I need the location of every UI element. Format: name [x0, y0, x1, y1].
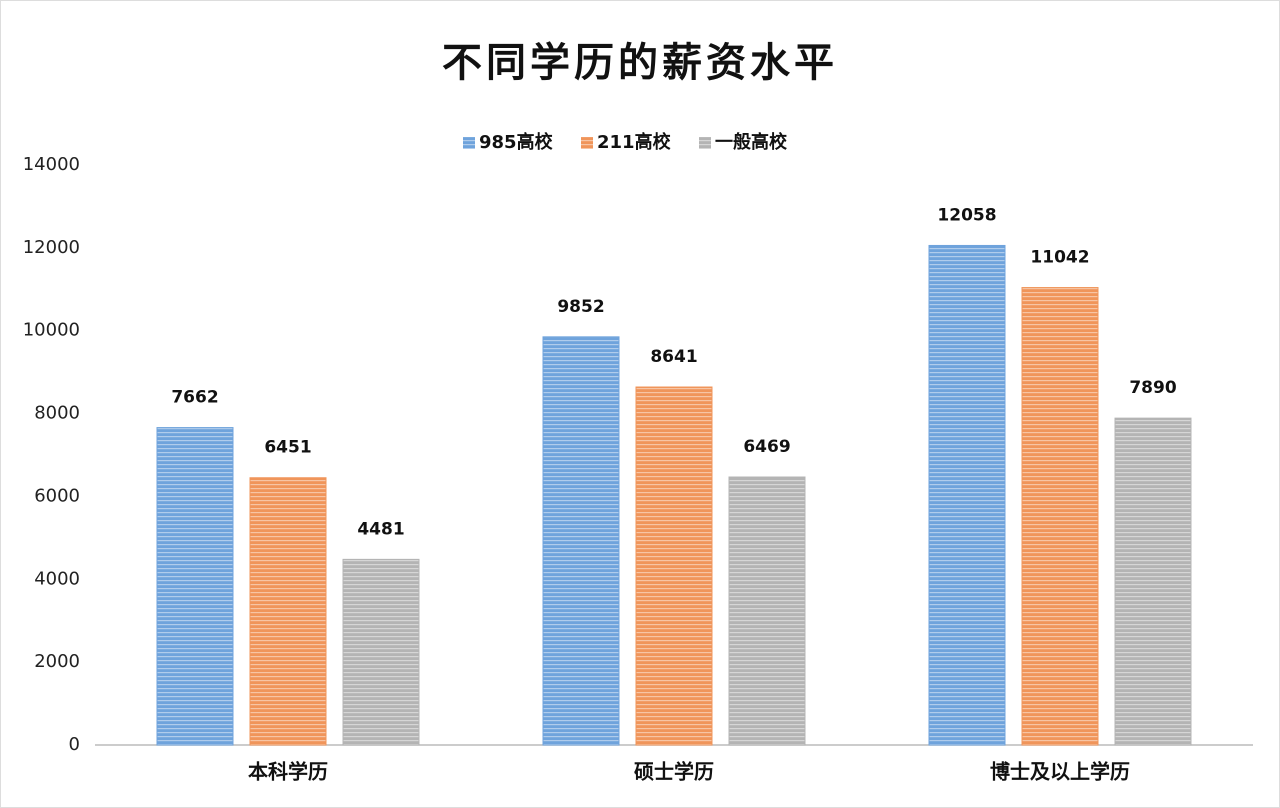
- legend-swatch: [463, 137, 475, 149]
- legend-label: 一般高校: [715, 131, 788, 153]
- value-label: 12058: [937, 205, 996, 225]
- y-tick-label: 4000: [34, 568, 80, 589]
- y-tick-label: 8000: [34, 403, 80, 424]
- bar: [1114, 417, 1192, 746]
- legend-label: 985高校: [479, 131, 554, 153]
- bar: [542, 336, 620, 746]
- x-tick-label: 硕士学历: [634, 760, 714, 784]
- value-label: 9852: [557, 297, 604, 317]
- value-label: 6451: [264, 438, 311, 458]
- y-tick-label: 6000: [34, 485, 80, 506]
- bar: [156, 427, 234, 746]
- chart-title: 不同学历的薪资水平: [442, 40, 838, 86]
- y-tick-label: 10000: [23, 320, 80, 341]
- value-label: 6469: [743, 437, 790, 457]
- y-tick-label: 0: [69, 734, 80, 755]
- y-tick-label: 14000: [23, 154, 80, 175]
- bar: [928, 244, 1006, 746]
- legend-label: 211高校: [597, 131, 672, 153]
- value-label: 11042: [1030, 248, 1089, 268]
- bar: [1021, 287, 1099, 746]
- value-label: 4481: [357, 519, 404, 539]
- legend-swatch: [699, 137, 711, 149]
- x-tick-label: 博士及以上学历: [990, 760, 1130, 784]
- bar: [728, 476, 806, 746]
- value-label: 8641: [650, 347, 697, 367]
- legend-swatch: [581, 137, 593, 149]
- value-label: 7662: [171, 388, 218, 408]
- y-tick-label: 12000: [23, 237, 80, 258]
- bar: [342, 558, 420, 746]
- value-label: 7890: [1129, 378, 1176, 398]
- x-tick-label: 本科学历: [248, 760, 328, 784]
- bar: [249, 477, 327, 746]
- y-tick-label: 2000: [34, 651, 80, 672]
- bar: [635, 386, 713, 746]
